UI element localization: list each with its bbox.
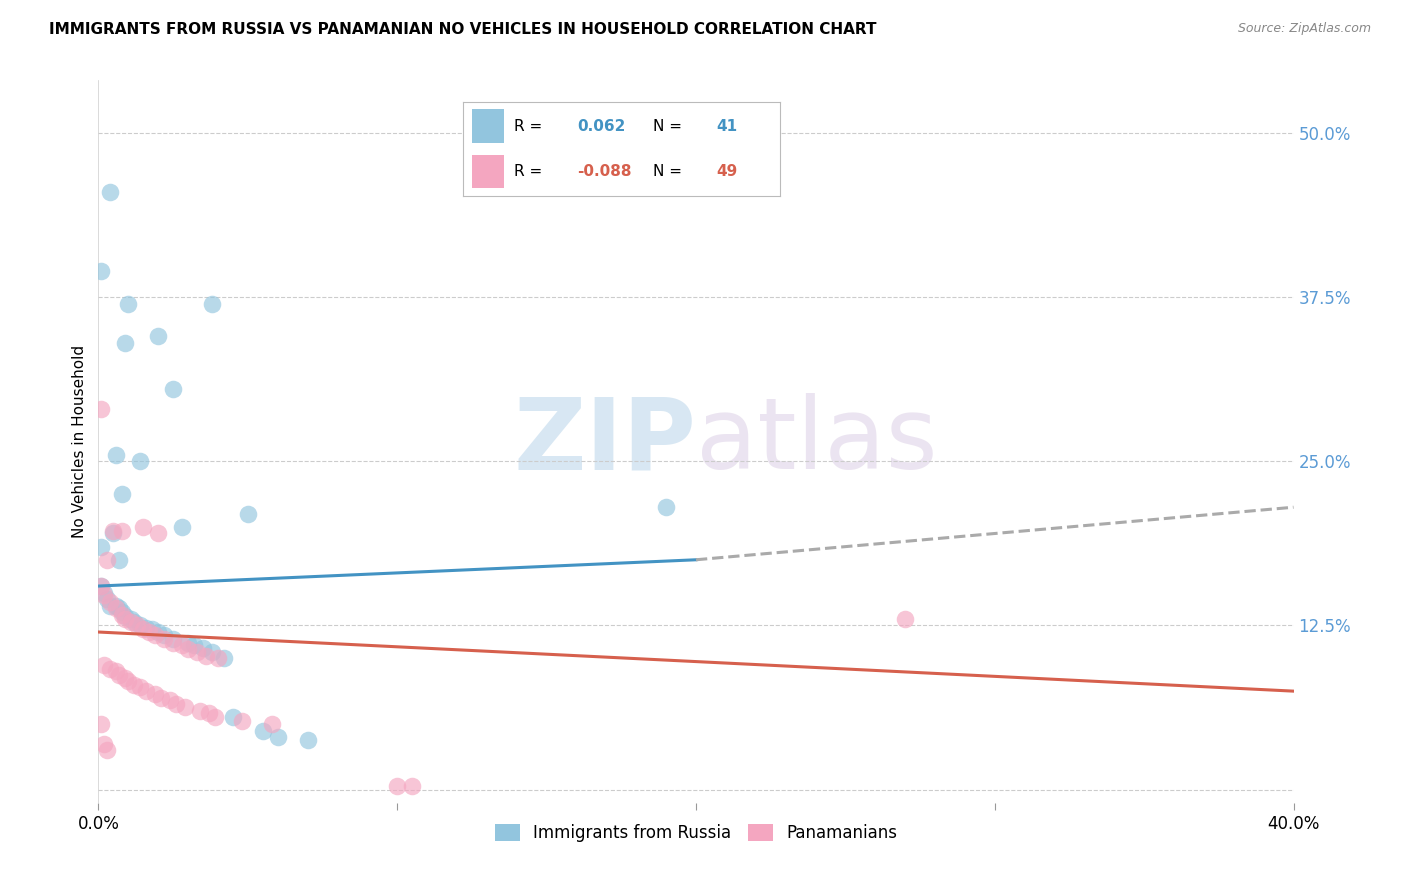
Point xyxy=(93,737,115,751)
Text: atlas: atlas xyxy=(696,393,938,490)
Point xyxy=(894,612,917,626)
Point xyxy=(198,706,221,721)
Point xyxy=(105,601,128,615)
Point xyxy=(148,329,170,343)
Point xyxy=(183,638,205,652)
Point xyxy=(108,553,131,567)
Point xyxy=(138,625,160,640)
Point xyxy=(105,448,128,462)
Point xyxy=(132,520,155,534)
Point xyxy=(267,730,290,744)
Point xyxy=(124,677,146,691)
Point xyxy=(204,710,226,724)
Point xyxy=(129,618,152,632)
Text: Source: ZipAtlas.com: Source: ZipAtlas.com xyxy=(1237,22,1371,36)
Point xyxy=(96,553,118,567)
Point xyxy=(114,612,136,626)
Point xyxy=(143,627,166,641)
Point xyxy=(655,500,678,515)
Point xyxy=(90,579,112,593)
Point xyxy=(188,704,211,718)
Point xyxy=(162,382,184,396)
Y-axis label: No Vehicles in Household: No Vehicles in Household xyxy=(72,345,87,538)
Point xyxy=(111,605,134,619)
Point xyxy=(93,657,115,672)
Point xyxy=(222,710,245,724)
Point xyxy=(103,526,125,541)
Point xyxy=(186,645,208,659)
Point xyxy=(297,732,319,747)
Point xyxy=(135,684,157,698)
Point xyxy=(111,607,134,622)
Point xyxy=(174,699,197,714)
Point xyxy=(98,185,122,199)
Point xyxy=(236,507,259,521)
Point xyxy=(148,526,170,541)
Point xyxy=(129,454,152,468)
Point xyxy=(117,673,139,688)
Legend: Immigrants from Russia, Panamanians: Immigrants from Russia, Panamanians xyxy=(488,817,904,848)
Point xyxy=(96,592,118,607)
Point xyxy=(105,665,128,679)
Text: ZIP: ZIP xyxy=(513,393,696,490)
Point xyxy=(117,296,139,310)
Point xyxy=(201,296,224,310)
Point xyxy=(105,599,128,613)
Point xyxy=(90,401,112,416)
Point xyxy=(172,638,194,652)
Point xyxy=(108,601,131,615)
Point xyxy=(201,645,224,659)
Point xyxy=(90,264,112,278)
Point xyxy=(141,623,163,637)
Point xyxy=(98,599,122,613)
Point xyxy=(172,520,194,534)
Point xyxy=(162,635,184,649)
Point xyxy=(148,625,170,640)
Point xyxy=(90,717,112,731)
Point xyxy=(111,487,134,501)
Point xyxy=(195,648,218,663)
Point xyxy=(90,579,112,593)
Point xyxy=(177,635,200,649)
Point xyxy=(153,632,176,646)
Point xyxy=(260,717,283,731)
Text: IMMIGRANTS FROM RUSSIA VS PANAMANIAN NO VEHICLES IN HOUSEHOLD CORRELATION CHART: IMMIGRANTS FROM RUSSIA VS PANAMANIAN NO … xyxy=(49,22,877,37)
Point xyxy=(114,671,136,685)
Point xyxy=(98,595,122,609)
Point xyxy=(159,693,181,707)
Point xyxy=(129,680,152,694)
Point xyxy=(98,662,122,676)
Point xyxy=(93,588,115,602)
Point xyxy=(120,612,142,626)
Point xyxy=(132,623,155,637)
Point xyxy=(143,687,166,701)
Point xyxy=(114,336,136,351)
Point xyxy=(114,609,136,624)
Point xyxy=(252,723,274,738)
Point xyxy=(212,651,235,665)
Point xyxy=(401,779,423,793)
Point xyxy=(177,642,200,657)
Point xyxy=(108,668,131,682)
Point xyxy=(207,651,229,665)
Point xyxy=(153,627,176,641)
Point xyxy=(127,618,149,632)
Point xyxy=(111,524,134,538)
Point xyxy=(165,698,187,712)
Point xyxy=(162,632,184,646)
Point xyxy=(385,779,409,793)
Point xyxy=(150,690,173,705)
Point xyxy=(135,621,157,635)
Point xyxy=(93,585,115,599)
Point xyxy=(231,714,253,729)
Point xyxy=(90,540,112,554)
Point xyxy=(191,640,214,655)
Point xyxy=(96,743,118,757)
Point xyxy=(124,615,146,629)
Point xyxy=(103,524,125,538)
Point xyxy=(120,615,142,629)
